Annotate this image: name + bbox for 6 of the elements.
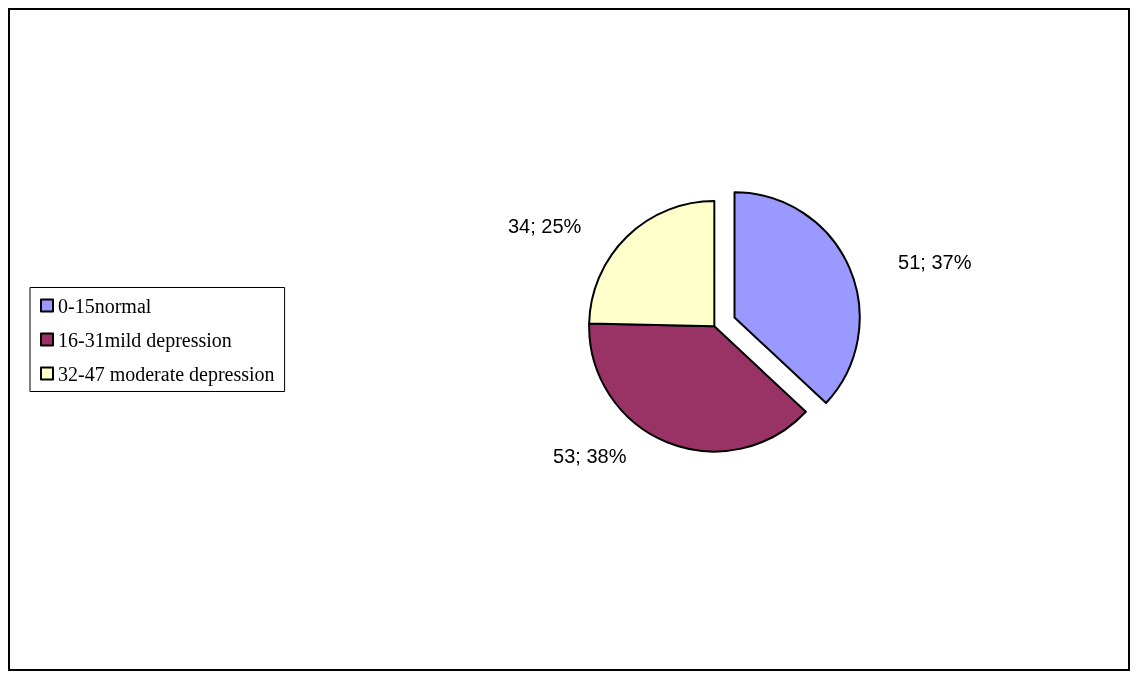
legend-label: 32-47 moderate depression: [58, 362, 275, 386]
legend-label: 16-31mild depression: [58, 328, 232, 352]
data-label: 51; 37%: [898, 250, 972, 273]
data-label: 53; 38%: [553, 445, 627, 468]
data-label: 34; 25%: [507, 215, 582, 238]
legend-label: 0-15normal: [58, 294, 152, 317]
